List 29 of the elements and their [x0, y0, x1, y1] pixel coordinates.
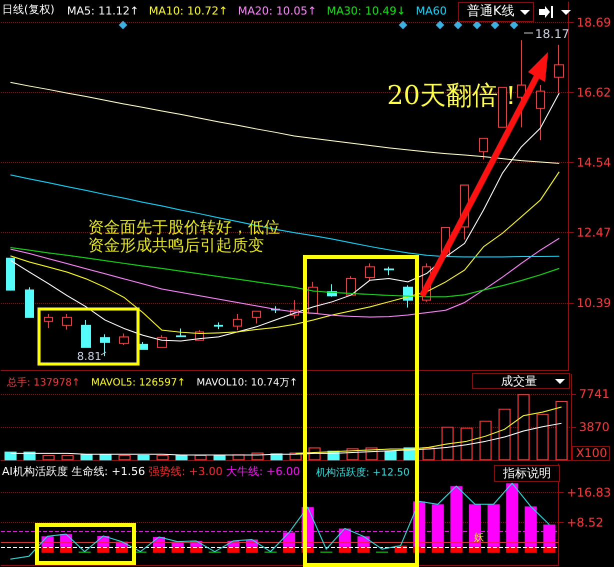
y-tick-label: 10.39 [576, 296, 612, 310]
y-tick-label: 12.47 [576, 226, 612, 240]
text: 总手: 137978↑ [6, 376, 80, 388]
text: MA20: 10.05↑ [238, 4, 317, 18]
text: MA60 [416, 4, 447, 18]
y-tick-label: 18.69 [576, 16, 612, 30]
dropdown-button: 成交量 [472, 373, 570, 389]
text: MAVOL10: 10.74万↑ [196, 378, 298, 388]
annotation: 20天翻倍！ [387, 81, 524, 111]
y-tick-label: 7741 [579, 386, 610, 401]
ref-line-label: 生命线: +1.56 [71, 465, 146, 478]
text: MAVOL5: 126597↑ [91, 378, 186, 388]
text: MA5: 11.12↑ [67, 4, 139, 18]
unit-label: X100 [572, 446, 610, 461]
ref-line-label: 强势线: +3.00 [148, 465, 223, 478]
y-tick-label: +8.52 [566, 515, 604, 530]
text: MA30: 10.49↓ [326, 4, 406, 18]
annotation: 8.81 [77, 350, 102, 363]
text: 机构活跃度: +12.50 [316, 466, 410, 478]
text: MA10: 10.72↑ [148, 4, 228, 18]
chart-title: AI机构活跃度 [2, 465, 68, 478]
y-tick-label: 16.62 [576, 85, 612, 100]
button: 指标说明 [494, 465, 560, 482]
y-tick-label: +16.83 [566, 486, 612, 500]
chart-title: 日线(复权) [2, 3, 55, 16]
y-tick-label: 14.54 [576, 156, 612, 170]
ref-line-label: 大牛线: +6.00 [226, 465, 300, 478]
dropdown-button: 普通K线 [458, 2, 534, 22]
y-tick-label: 3870 [579, 420, 610, 434]
